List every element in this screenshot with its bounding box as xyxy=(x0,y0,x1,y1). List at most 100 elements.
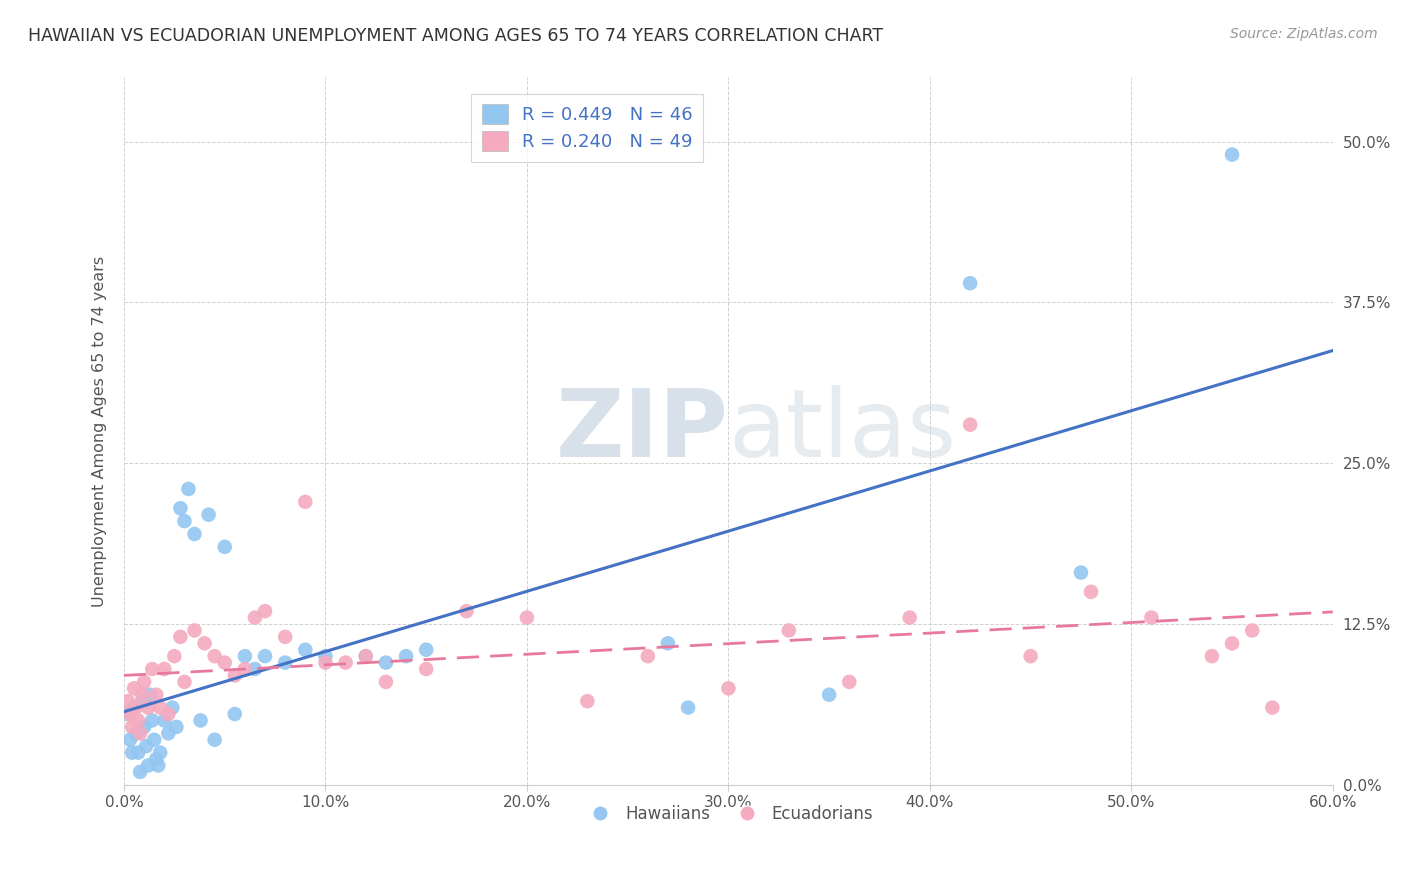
Point xyxy=(253,649,276,664)
Point xyxy=(1019,649,1042,664)
Legend: Hawaiians, Ecuadorians: Hawaiians, Ecuadorians xyxy=(576,798,880,830)
Point xyxy=(173,514,195,528)
Point xyxy=(194,636,217,650)
Point xyxy=(274,630,297,644)
Point xyxy=(204,732,226,747)
Point xyxy=(183,624,205,638)
Point xyxy=(136,758,159,772)
Point xyxy=(127,746,149,760)
Point xyxy=(1080,585,1102,599)
Point xyxy=(117,706,139,721)
Point xyxy=(233,649,256,664)
Y-axis label: Unemployment Among Ages 65 to 74 years: Unemployment Among Ages 65 to 74 years xyxy=(93,255,107,607)
Point xyxy=(122,700,145,714)
Point xyxy=(576,694,599,708)
Point xyxy=(395,649,418,664)
Point xyxy=(122,681,145,696)
Point xyxy=(139,688,162,702)
Point xyxy=(129,726,152,740)
Point xyxy=(1201,649,1223,664)
Point xyxy=(118,706,141,721)
Point xyxy=(1070,566,1092,580)
Point xyxy=(173,674,195,689)
Point xyxy=(153,714,176,728)
Point xyxy=(169,630,191,644)
Point xyxy=(145,688,167,702)
Point xyxy=(125,726,148,740)
Point xyxy=(214,656,236,670)
Point xyxy=(818,688,841,702)
Point xyxy=(121,720,143,734)
Point xyxy=(838,674,860,689)
Point xyxy=(1220,636,1243,650)
Point xyxy=(129,764,152,779)
Point xyxy=(314,649,336,664)
Point xyxy=(415,642,437,657)
Point xyxy=(163,649,186,664)
Point xyxy=(141,662,163,676)
Point xyxy=(134,720,156,734)
Point xyxy=(1241,624,1264,638)
Point xyxy=(190,714,212,728)
Point xyxy=(169,501,191,516)
Point xyxy=(1140,610,1163,624)
Point xyxy=(165,720,187,734)
Point xyxy=(959,417,981,432)
Point xyxy=(959,276,981,290)
Text: Source: ZipAtlas.com: Source: ZipAtlas.com xyxy=(1230,27,1378,41)
Point xyxy=(415,662,437,676)
Point xyxy=(224,706,246,721)
Point xyxy=(197,508,219,522)
Point xyxy=(131,694,153,708)
Point xyxy=(1261,700,1284,714)
Point xyxy=(127,714,149,728)
Point xyxy=(314,656,336,670)
Point xyxy=(162,700,184,714)
Point xyxy=(243,610,266,624)
Point xyxy=(131,688,153,702)
Point xyxy=(335,656,357,670)
Point xyxy=(676,700,699,714)
Point xyxy=(253,604,276,618)
Point xyxy=(149,700,172,714)
Point xyxy=(374,656,396,670)
Point xyxy=(177,482,200,496)
Text: HAWAIIAN VS ECUADORIAN UNEMPLOYMENT AMONG AGES 65 TO 74 YEARS CORRELATION CHART: HAWAIIAN VS ECUADORIAN UNEMPLOYMENT AMON… xyxy=(28,27,883,45)
Point xyxy=(125,700,148,714)
Point xyxy=(183,527,205,541)
Point xyxy=(354,649,377,664)
Point xyxy=(1220,147,1243,161)
Text: atlas: atlas xyxy=(728,385,956,477)
Point xyxy=(118,732,141,747)
Point xyxy=(145,752,167,766)
Point xyxy=(637,649,659,664)
Point xyxy=(204,649,226,664)
Point xyxy=(136,700,159,714)
Point xyxy=(657,636,679,650)
Point xyxy=(233,662,256,676)
Text: ZIP: ZIP xyxy=(555,385,728,477)
Point xyxy=(149,746,172,760)
Point xyxy=(456,604,478,618)
Point xyxy=(134,674,156,689)
Point xyxy=(153,662,176,676)
Point xyxy=(374,674,396,689)
Point xyxy=(157,726,180,740)
Point xyxy=(274,656,297,670)
Point xyxy=(354,649,377,664)
Point xyxy=(141,714,163,728)
Point xyxy=(898,610,921,624)
Point xyxy=(717,681,740,696)
Point xyxy=(224,668,246,682)
Point xyxy=(157,706,180,721)
Point xyxy=(135,739,157,754)
Point xyxy=(148,758,170,772)
Point xyxy=(516,610,538,624)
Point xyxy=(143,732,166,747)
Point xyxy=(243,662,266,676)
Point xyxy=(214,540,236,554)
Point xyxy=(117,694,139,708)
Point xyxy=(121,746,143,760)
Point xyxy=(294,495,316,509)
Point xyxy=(294,642,316,657)
